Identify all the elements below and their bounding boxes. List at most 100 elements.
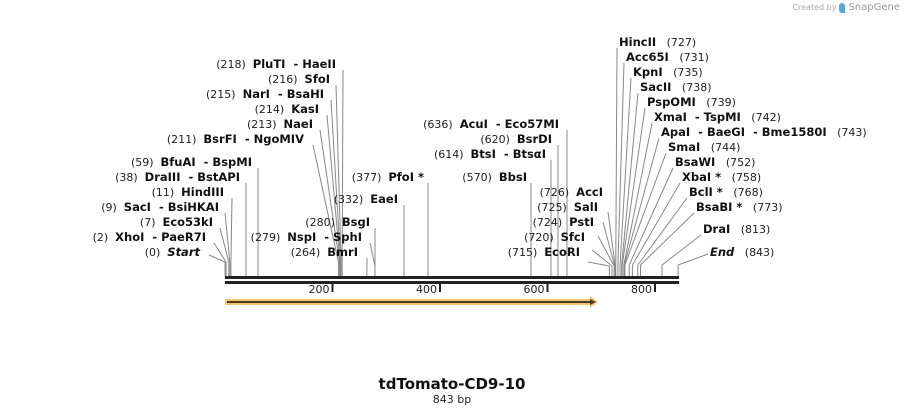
enzyme-name: Eco53kI <box>162 215 213 229</box>
site-label[interactable]: (614) BtsI - BtsαI <box>434 147 546 161</box>
site-label[interactable]: (213) NaeI <box>247 117 313 131</box>
site-position: (216) <box>268 73 305 86</box>
site-label[interactable]: (720) SfcI <box>524 230 585 244</box>
site-position: (731) <box>669 51 709 64</box>
enzyme-name: SacI - BsiHKAI <box>124 200 219 214</box>
enzyme-name: BsrDI <box>517 132 552 146</box>
site-label[interactable]: (216) SfoI <box>268 72 330 86</box>
site-position: (735) <box>663 66 703 79</box>
site-position: (38) <box>115 171 145 184</box>
site-label[interactable]: (264) BmrI <box>291 245 358 259</box>
site-label[interactable]: (279) NspI - SphI <box>251 230 362 244</box>
site-label[interactable]: Acc65I (731) <box>626 50 709 64</box>
sequence-length: 843 bp <box>432 393 472 406</box>
enzyme-name: End <box>710 245 735 259</box>
enzyme-name: SmaI <box>668 140 700 154</box>
site-position: (715) <box>508 246 545 259</box>
site-label[interactable]: (2) XhoI - PaeR7I <box>93 230 206 244</box>
site-label[interactable]: KpnI (735) <box>633 65 703 79</box>
snapgene-logo-icon <box>839 2 846 13</box>
site-label[interactable]: (620) BsrDI <box>480 132 552 146</box>
site-position: (720) <box>524 231 561 244</box>
site-label[interactable]: (280) BsgI <box>305 215 370 229</box>
site-position: (727) <box>656 36 696 49</box>
enzyme-name: ApaI - BaeGI - Bme1580I <box>661 125 827 139</box>
enzyme-name: BsrFI - NgoMIV <box>203 132 304 146</box>
site-label[interactable]: (725) SalI <box>537 200 598 214</box>
enzyme-name: KasI <box>291 102 319 116</box>
site-position: (758) <box>721 171 761 184</box>
enzyme-name: SfoI <box>305 72 330 86</box>
site-label[interactable]: (11) HindIII <box>152 185 224 199</box>
site-label[interactable]: HincII (727) <box>619 35 696 49</box>
site-label[interactable]: (7) Eco53kI <box>140 215 213 229</box>
axis-tick-label: 400 <box>416 283 437 296</box>
site-position: (215) <box>206 88 243 101</box>
site-label[interactable]: XbaI * (758) <box>682 170 761 184</box>
site-label[interactable]: (218) PluTI - HaeII <box>216 57 336 71</box>
site-label[interactable]: End (843) <box>710 245 774 259</box>
enzyme-name: SalI <box>574 200 598 214</box>
site-label[interactable]: BclI * (768) <box>689 185 763 199</box>
enzyme-name: XmaI - TspMI <box>654 110 741 124</box>
site-label[interactable]: (214) KasI <box>255 102 319 116</box>
site-label[interactable]: BsaBI * (773) <box>696 200 783 214</box>
site-position: (59) <box>131 156 161 169</box>
site-position: (752) <box>715 156 755 169</box>
site-position: (739) <box>696 96 736 109</box>
enzyme-name: AccI <box>576 185 603 199</box>
site-position: (620) <box>480 133 517 146</box>
site-position: (773) <box>742 201 782 214</box>
site-label[interactable]: (715) EcoRI <box>508 245 580 259</box>
enzyme-name: DraIII - BstAPI <box>145 170 240 184</box>
site-label[interactable]: SacII (738) <box>640 80 712 94</box>
site-label[interactable]: (726) AccI <box>540 185 603 199</box>
enzyme-name: Acc65I <box>626 50 669 64</box>
site-label[interactable]: (570) BbsI <box>462 170 527 184</box>
site-position: (744) <box>700 141 740 154</box>
site-label[interactable]: (0) Start <box>145 245 201 259</box>
enzyme-name: BfuAI - BspMI <box>161 155 252 169</box>
site-label[interactable]: (38) DraIII - BstAPI <box>115 170 240 184</box>
enzyme-name: EcoRI <box>544 245 580 259</box>
site-position: (725) <box>537 201 574 214</box>
site-label[interactable]: (215) NarI - BsaHI <box>206 87 324 101</box>
site-label[interactable]: DraI (813) <box>703 222 770 236</box>
enzyme-name: AcuI - Eco57MI <box>460 117 559 131</box>
site-label[interactable]: XmaI - TspMI (742) <box>654 110 781 124</box>
enzyme-name: HincII <box>619 35 656 49</box>
site-label[interactable]: (377) PfoI * <box>352 170 424 184</box>
enzyme-name: PluTI - HaeII <box>253 57 336 71</box>
axis-tick-label: 200 <box>309 283 330 296</box>
site-label[interactable]: SmaI (744) <box>668 140 740 154</box>
axis-tick-label: 600 <box>524 283 545 296</box>
site-position: (738) <box>671 81 711 94</box>
site-position: (743) <box>827 126 867 139</box>
enzyme-name: EaeI <box>370 192 398 206</box>
site-label[interactable]: ApaI - BaeGI - Bme1580I (743) <box>661 125 867 139</box>
enzyme-name: NaeI <box>284 117 313 131</box>
credit-prefix: Created by <box>792 3 837 12</box>
site-label[interactable]: (332) EaeI <box>334 192 398 206</box>
site-label[interactable]: (9) SacI - BsiHKAI <box>101 200 219 214</box>
site-label[interactable]: (59) BfuAI - BspMI <box>131 155 252 169</box>
orf-feature-arrow[interactable] <box>225 296 598 308</box>
site-label[interactable]: BsaWI (752) <box>675 155 755 169</box>
site-label[interactable]: PspOMI (739) <box>647 95 736 109</box>
site-label[interactable]: (211) BsrFI - NgoMIV <box>167 132 304 146</box>
site-label[interactable]: (724) PstI <box>533 215 594 229</box>
site-position: (214) <box>255 103 292 116</box>
axis-tick-label: 800 <box>631 283 652 296</box>
enzyme-name: PfoI * <box>388 170 424 184</box>
site-label[interactable]: (636) AcuI - Eco57MI <box>423 117 559 131</box>
enzyme-name: PstI <box>569 215 594 229</box>
site-position: (279) <box>251 231 288 244</box>
enzyme-name: BsaBI * <box>696 200 742 214</box>
site-position: (9) <box>101 201 124 214</box>
site-labels: (218) PluTI - HaeII(216) SfoI(215) NarI … <box>93 35 867 259</box>
enzyme-name: DraI <box>703 222 730 236</box>
enzyme-name: SacII <box>640 80 671 94</box>
site-position: (7) <box>140 216 163 229</box>
enzyme-name: NarI - BsaHI <box>243 87 324 101</box>
snapgene-credit: Created by SnapGene <box>792 2 900 13</box>
